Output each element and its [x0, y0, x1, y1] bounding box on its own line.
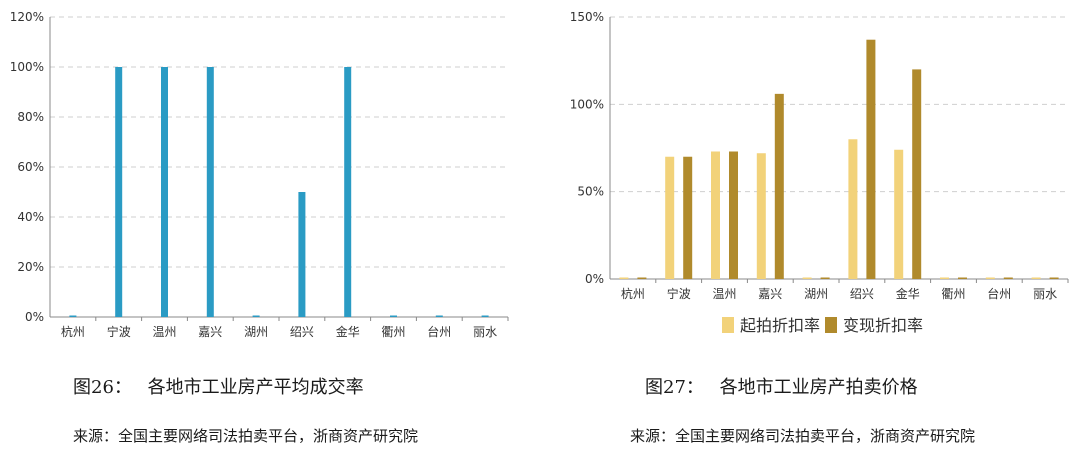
left-figure-title: 各地市工业房产平均成交率	[147, 377, 364, 398]
y-tick-label: 80%	[17, 110, 44, 124]
bar-起拍折扣率	[619, 277, 629, 279]
legend-swatch	[722, 317, 734, 333]
y-tick-label: 100%	[570, 97, 604, 111]
bar-变现折扣率	[1049, 277, 1059, 279]
x-tick-label: 嘉兴	[198, 325, 222, 339]
bar-变现折扣率	[637, 277, 647, 279]
bar-变现折扣率	[683, 156, 693, 279]
y-tick-label: 0%	[25, 310, 44, 324]
x-tick-label: 台州	[427, 324, 451, 339]
bar-变现折扣率	[912, 69, 922, 280]
bar-series-0	[161, 67, 168, 317]
legend-label: 变现折扣率	[843, 316, 923, 335]
bar-变现折扣率	[866, 39, 876, 279]
bar-起拍折扣率	[940, 277, 949, 279]
left-source-note: 来源：全国主要网络司法拍卖平台，浙商资产研究院	[73, 427, 419, 445]
bar-series-0	[298, 192, 306, 317]
x-tick-label: 绍兴	[850, 287, 874, 301]
bar-series-0	[69, 315, 77, 317]
bar-起拍折扣率	[756, 153, 766, 279]
x-tick-label: 温州	[152, 325, 176, 339]
bar-series-0	[206, 67, 214, 317]
y-tick-label: 50%	[577, 185, 604, 199]
bar-变现折扣率	[958, 277, 967, 279]
x-tick-label: 杭州	[621, 286, 645, 301]
bar-起拍折扣率	[711, 151, 720, 279]
bar-变现折扣率	[729, 151, 738, 279]
x-tick-label: 温州	[712, 287, 736, 301]
bar-起拍折扣率	[665, 156, 675, 279]
bar-起拍折扣率	[985, 277, 995, 279]
x-tick-label: 金华	[896, 286, 920, 301]
legend-swatch	[825, 317, 837, 333]
bar-series-0	[390, 315, 397, 317]
bar-series-0	[435, 315, 443, 317]
bar-变现折扣率	[774, 93, 784, 279]
right-figure-caption: 图27： 各地市工业房产拍卖价格	[645, 373, 918, 399]
x-tick-label: 金华	[336, 324, 360, 339]
bar-起拍折扣率	[894, 149, 904, 279]
x-tick-label: 湖州	[244, 324, 268, 339]
y-tick-label: 0%	[585, 272, 604, 286]
x-tick-label: 湖州	[804, 286, 828, 301]
x-tick-label: 台州	[987, 286, 1011, 301]
bar-series-0	[252, 315, 260, 317]
x-tick-label: 丽水	[473, 325, 497, 339]
bar-起拍折扣率	[848, 139, 858, 279]
y-tick-label: 150%	[570, 10, 604, 24]
left-figure-caption: 图26： 各地市工业房产平均成交率	[73, 373, 364, 399]
x-tick-label: 宁波	[667, 286, 691, 301]
x-tick-label: 绍兴	[290, 325, 314, 339]
bar-起拍折扣率	[1031, 277, 1041, 279]
x-tick-label: 衢州	[381, 325, 405, 339]
left-figure-number: 图26：	[73, 377, 132, 398]
right-figure-number: 图27：	[645, 377, 704, 398]
bar-起拍折扣率	[802, 277, 812, 279]
y-tick-label: 20%	[17, 260, 44, 274]
bar-series-0	[481, 315, 489, 317]
x-tick-label: 嘉兴	[758, 287, 782, 301]
bar-变现折扣率	[1003, 277, 1013, 279]
right-figure-title: 各地市工业房产拍卖价格	[719, 377, 918, 398]
right-source-note: 来源：全国主要网络司法拍卖平台，浙商资产研究院	[630, 427, 976, 445]
x-tick-label: 衢州	[941, 287, 965, 301]
x-tick-label: 杭州	[61, 324, 85, 339]
bar-series-0	[344, 67, 352, 317]
bar-变现折扣率	[820, 277, 830, 279]
x-tick-label: 宁波	[107, 324, 131, 339]
bar-series-0	[115, 67, 123, 317]
y-tick-label: 60%	[17, 160, 44, 174]
y-tick-label: 100%	[10, 60, 44, 74]
y-tick-label: 40%	[17, 210, 44, 224]
legend-label: 起拍折扣率	[740, 316, 820, 335]
y-tick-label: 120%	[10, 10, 44, 24]
x-tick-label: 丽水	[1033, 287, 1057, 301]
